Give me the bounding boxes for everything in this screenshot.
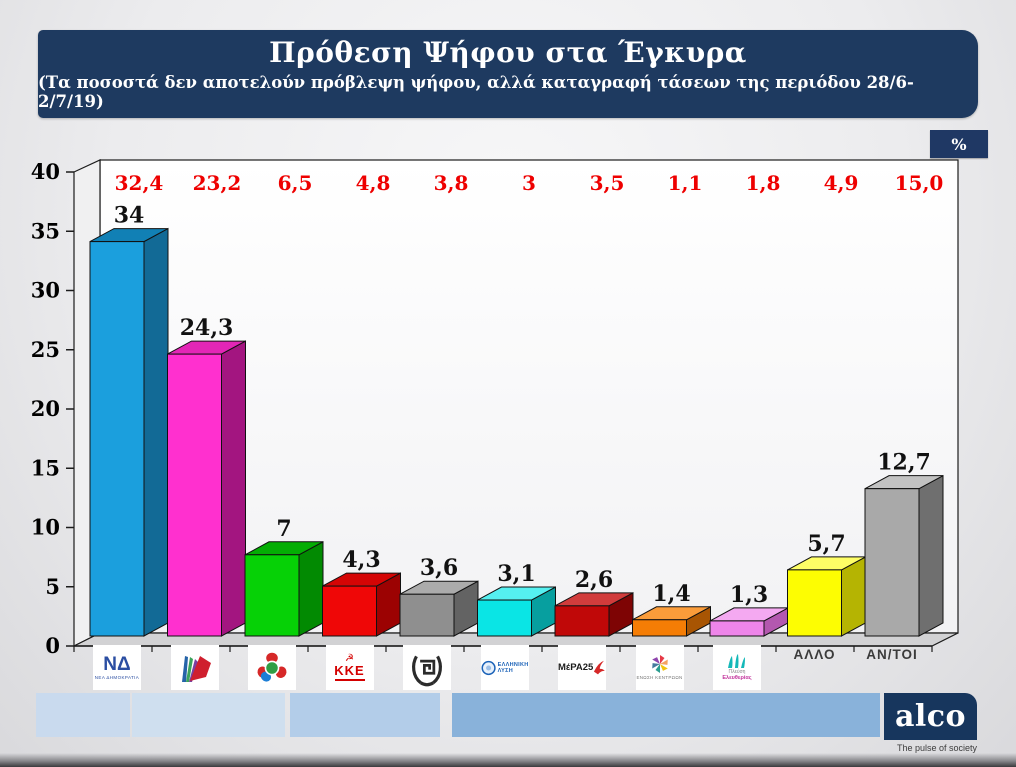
- bar-front-enosi-kentroon: [632, 619, 687, 637]
- bar-front-kke: [322, 585, 377, 637]
- bar-front-xrysi-avgi: [399, 593, 455, 637]
- bar-front-allo: [787, 569, 842, 637]
- y-tick-label: 5: [45, 574, 60, 599]
- elliniki-lysi-caption-line: ΕΛΛΗΝΙΚΗ: [497, 661, 529, 668]
- enosi-kentroon-caption: ΕΝΩΣΗ ΚΕΝΤΡΩΩΝ: [636, 675, 683, 681]
- bar-value-label-syriza: 24,3: [180, 315, 234, 341]
- bar-value-label-allo: 5,7: [807, 531, 845, 557]
- alco-logo-text: alco: [894, 698, 967, 734]
- y-tick-label: 35: [31, 218, 60, 243]
- y-tick-label: 30: [31, 278, 60, 303]
- bar-front-syriza: [167, 353, 222, 637]
- party-logo-kke: ☭ ΚΚΕ: [325, 645, 374, 690]
- upper-value-label-plefsi-eleftherias: 1,8: [746, 171, 781, 195]
- kke-hammer-sickle-icon: ☭: [345, 653, 354, 664]
- percent-unit-label: %: [951, 134, 967, 154]
- upper-value-label-syriza: 23,2: [193, 171, 242, 195]
- kinal-rosette-icon: [257, 652, 287, 682]
- bottom-shadow: [0, 753, 1016, 767]
- bar-front-mera25: [554, 605, 610, 637]
- bar-front-antoi: [864, 488, 920, 637]
- mera25-bird-icon: [594, 660, 606, 674]
- bar-front-nea-dimokratia: [89, 241, 145, 637]
- bar-value-label-xrysi-avgi: 3,6: [420, 555, 458, 581]
- bar-value-label-elliniki-lysi: 3,1: [497, 561, 535, 587]
- party-logo-enosi-kentroon: ΕΝΩΣΗ ΚΕΝΤΡΩΩΝ: [635, 645, 684, 690]
- plefsi-sails-icon: [728, 653, 745, 668]
- bar-value-label-mera25: 2,6: [575, 567, 613, 593]
- plefsi-caption-line: Ελευθερίας: [722, 675, 752, 682]
- bar-front-plefsi-eleftherias: [709, 620, 765, 637]
- title-banner: Πρόθεση Ψήφου στα Έγκυρα (Τα ποσοστά δεν…: [38, 30, 978, 118]
- upper-value-label-allo: 4,9: [824, 171, 859, 195]
- y-tick-label: 0: [45, 633, 60, 658]
- footer-strip-block: [36, 693, 130, 737]
- page-title: Πρόθεση Ψήφου στα Έγκυρα: [269, 35, 747, 69]
- bar-front-kinal: [244, 554, 300, 637]
- plefsi-caption-line: Πλεύση: [728, 668, 746, 675]
- bar-value-label-antoi: 12,7: [877, 450, 931, 476]
- y-tick-label: 25: [31, 337, 60, 362]
- mera25-wordmark: ΜέΡΑ25: [558, 661, 594, 673]
- golden-dawn-wreath-icon: [412, 655, 442, 686]
- nd-monogram: ΝΔ: [103, 653, 131, 675]
- upper-value-label-elliniki-lysi: 3: [522, 171, 536, 195]
- alco-tagline: The pulse of society: [896, 743, 977, 753]
- upper-value-label-enosi-kentroon: 1,1: [668, 171, 703, 195]
- upper-value-label-xrysi-avgi: 3,8: [434, 171, 469, 195]
- bar-value-label-enosi-kentroon: 1,4: [652, 581, 690, 607]
- bar-front-elliniki-lysi: [477, 599, 532, 637]
- y-tick-label: 40: [31, 159, 60, 184]
- category-label-allo: ΑΛΛΟ: [793, 647, 836, 662]
- nd-caption: ΝΕΑ ΔΗΜΟΚΡΑΤΙΑ: [94, 674, 140, 680]
- elliniki-lysi-caption-line: ΛΥΣΗ: [497, 667, 513, 674]
- footer-strip-block: [290, 693, 440, 737]
- upper-value-label-mera25: 3,5: [590, 171, 625, 195]
- category-label-antoi: ΑΝ/ΤΟΙ: [866, 647, 918, 662]
- upper-value-label-nea-dimokratia: 32,4: [115, 171, 164, 195]
- kke-underline: [334, 678, 365, 681]
- party-logo-kinal: [248, 645, 296, 690]
- page-subtitle: (Τα ποσοστά δεν αποτελούν πρόβλεψη ψήφου…: [38, 73, 914, 112]
- alco-logo: alco: [884, 693, 977, 740]
- y-tick-label: 15: [31, 455, 60, 480]
- percent-unit-badge: %: [930, 130, 988, 158]
- elliniki-lysi-caption: ΕΛΛΗΝΙΚΗ ΛΥΣΗ: [498, 662, 529, 674]
- bar-value-label-nea-dimokratia: 34: [114, 203, 145, 229]
- party-logo-elliniki-lysi: ΕΛΛΗΝΙΚΗ ΛΥΣΗ: [480, 645, 529, 690]
- party-logo-xrysi-avgi: [403, 645, 451, 690]
- bar-value-label-kinal: 7: [276, 516, 291, 542]
- kke-monogram: ΚΚΕ: [334, 663, 365, 678]
- party-logo-nea-dimokratia: ΝΔ ΝΕΑ ΔΗΜΟΚΡΑΤΙΑ: [93, 645, 141, 690]
- bar-value-label-plefsi-eleftherias: 1,3: [730, 582, 768, 608]
- bar-value-label-kke: 4,3: [342, 547, 380, 573]
- party-logo-syriza: [170, 645, 219, 690]
- party-logo-mera25: ΜέΡΑ25: [558, 645, 606, 690]
- syriza-flag-icon: [181, 655, 211, 682]
- party-logo-plefsi-eleftherias: Πλεύση Ελευθερίας: [713, 645, 761, 690]
- upper-value-label-kinal: 6,5: [278, 171, 313, 195]
- upper-value-label-kke: 4,8: [356, 171, 391, 195]
- footer-strip-block: [132, 693, 285, 737]
- footer-strip-block: [452, 693, 880, 737]
- upper-value-label-antoi: 15,0: [895, 171, 944, 195]
- elliniki-lysi-emblem-icon: [481, 660, 496, 675]
- y-tick-label: 10: [31, 515, 60, 540]
- enosi-kentroon-pinwheel-icon: [651, 655, 668, 674]
- y-tick-label: 20: [31, 396, 60, 421]
